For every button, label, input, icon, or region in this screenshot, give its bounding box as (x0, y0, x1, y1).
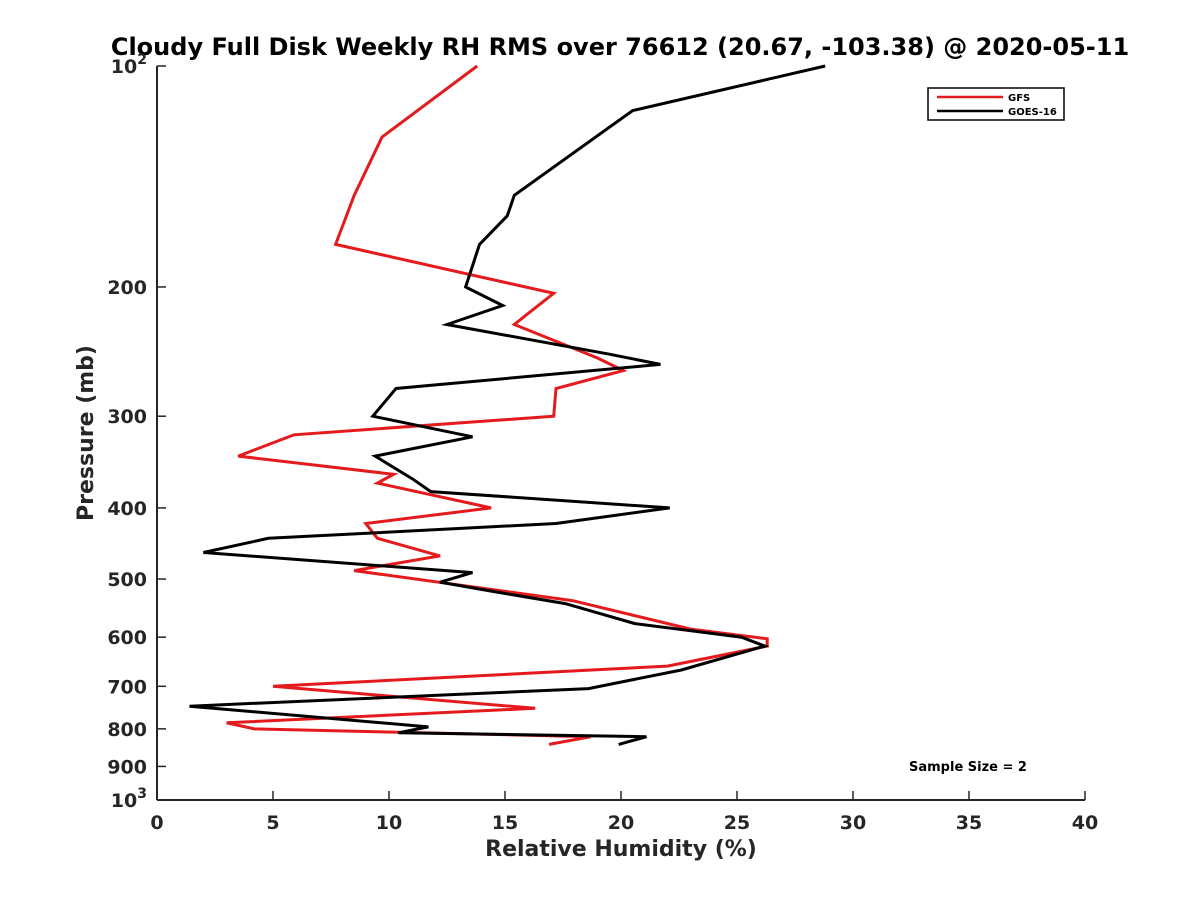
x-tick-label: 15 (492, 812, 518, 834)
x-tick-label: 10 (376, 812, 402, 834)
series-layer (189, 64, 826, 746)
x-axis-label: Relative Humidity (%) (485, 837, 757, 862)
series-line-gfs (226, 64, 769, 746)
y-tick-label: 600 (107, 627, 147, 649)
x-ticks: 0 5 10 15 20 25 30 35 40 (150, 791, 1098, 834)
y-tick-label: 102 (111, 52, 147, 78)
legend-box (927, 87, 1065, 121)
legend-label-gfs: GFS (1008, 93, 1030, 104)
y-tick-label: 200 (107, 277, 147, 299)
y-tick-label: 300 (107, 406, 147, 428)
x-tick-label: 20 (608, 812, 634, 834)
chart-title: Cloudy Full Disk Weekly RH RMS over 7661… (111, 33, 1129, 61)
y-tick-label: 400 (107, 498, 147, 520)
legend: GFS GOES-16 (927, 87, 1065, 121)
y-tick-label: 900 (107, 756, 147, 778)
plot-area (157, 66, 1085, 800)
x-tick-label: 25 (724, 812, 750, 834)
y-axis-label: Pressure (mb) (74, 345, 99, 521)
y-tick-label: 800 (107, 719, 147, 741)
x-tick-label: 5 (266, 812, 279, 834)
x-tick-label: 0 (150, 812, 163, 834)
y-tick-label: 103 (111, 786, 147, 812)
y-tick-label: 700 (107, 676, 147, 698)
x-tick-label: 40 (1072, 812, 1098, 834)
series-line-goes-16 (189, 64, 826, 746)
x-tick-label: 35 (956, 812, 982, 834)
legend-label-goes-16: GOES-16 (1008, 107, 1057, 118)
sample-size-annotation: Sample Size = 2 (909, 760, 1027, 775)
x-tick-label: 30 (840, 812, 866, 834)
y-tick-label: 500 (107, 569, 147, 591)
y-ticks: 102 200 300 400 500 600 700 800 900 103 (107, 52, 166, 812)
